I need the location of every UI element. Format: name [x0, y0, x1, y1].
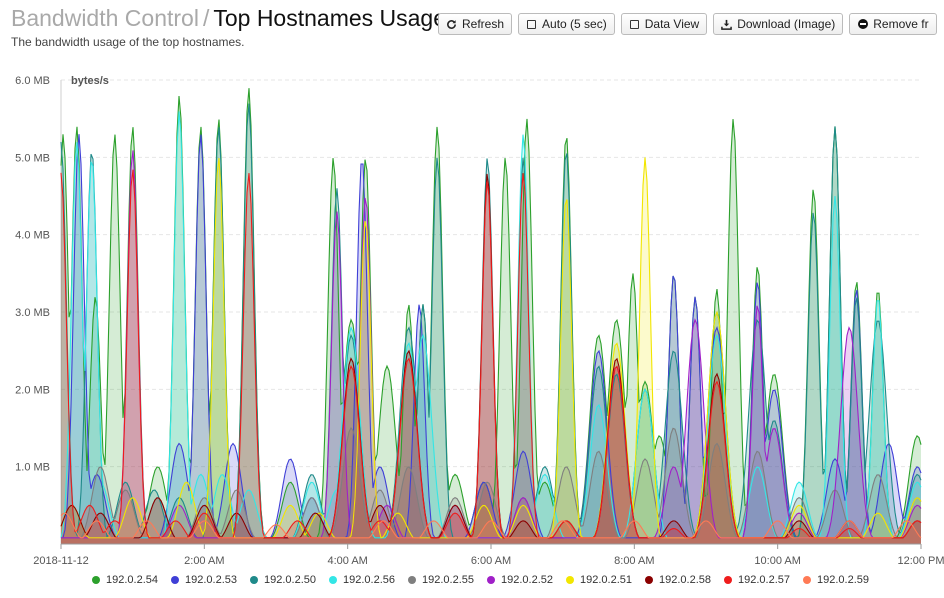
x-tick-label: 12:00 PM	[897, 555, 944, 567]
data-view-toggle[interactable]: Data View	[620, 13, 708, 35]
legend-swatch	[92, 576, 100, 584]
y-tick-label: 2.0 MB	[15, 384, 50, 396]
legend-label: 192.0.2.52	[501, 574, 553, 586]
series-area[interactable]	[61, 428, 921, 544]
download-label: Download (Image)	[737, 17, 836, 31]
legend-item[interactable]: 192.0.2.55	[408, 574, 474, 586]
legend-swatch	[487, 576, 495, 584]
data-view-label: Data View	[644, 17, 700, 31]
y-axis: 6.0 MB 5.0 MB 4.0 MB 3.0 MB 2.0 MB 1.0 MB	[15, 75, 62, 544]
y-tick-label: 5.0 MB	[15, 152, 50, 164]
legend-swatch	[250, 576, 258, 584]
refresh-button[interactable]: Refresh	[438, 13, 513, 35]
x-axis: 2018-11-12 2:00 AM 4:00 AM 6:00 AM 8:00 AM 10…	[33, 543, 944, 567]
auto-refresh-label: Auto (5 sec)	[542, 17, 607, 31]
series-area[interactable]	[61, 134, 921, 544]
legend-item[interactable]: 192.0.2.54	[92, 574, 158, 586]
y-tick-label: 6.0 MB	[15, 75, 50, 87]
legend-swatch	[329, 576, 337, 584]
x-tick-label: 8:00 AM	[614, 555, 654, 567]
series-line[interactable]	[60, 169, 922, 539]
y-axis-label: bytes/s	[71, 75, 109, 87]
page-title: Bandwidth Control / Top Hostnames Usage	[11, 4, 446, 32]
minus-circle-icon	[857, 19, 868, 30]
legend-label: 192.0.2.58	[659, 574, 711, 586]
series-area[interactable]	[61, 169, 921, 544]
series-area[interactable]	[61, 111, 921, 545]
legend-label: 192.0.2.54	[106, 574, 158, 586]
series-line[interactable]	[61, 427, 922, 539]
legend-item[interactable]: 192.0.2.59	[803, 574, 869, 586]
legend-label: 192.0.2.55	[422, 574, 474, 586]
legend-label: 192.0.2.50	[264, 574, 316, 586]
auto-refresh-toggle[interactable]: Auto (5 sec)	[518, 13, 615, 35]
series-line[interactable]	[61, 150, 922, 539]
legend-swatch	[171, 576, 179, 584]
page-subtitle: The bandwidth usage of the top hostnames…	[11, 35, 245, 49]
legend-swatch	[408, 576, 416, 584]
legend-item[interactable]: 192.0.2.53	[171, 574, 237, 586]
legend-item[interactable]: 192.0.2.51	[566, 574, 632, 586]
breadcrumb-current: Top Hostnames Usage	[213, 5, 447, 31]
checkbox-icon	[526, 19, 537, 30]
legend-swatch	[645, 576, 653, 584]
breadcrumb-separator: /	[202, 5, 210, 31]
chart-legend: 192.0.2.54 192.0.2.53 192.0.2.50 192.0.2.56…	[92, 574, 869, 586]
remove-label: Remove fr	[873, 17, 929, 31]
x-tick-label: 2018-11-12	[33, 555, 88, 567]
legend-swatch	[724, 576, 732, 584]
legend-label: 192.0.2.56	[343, 574, 395, 586]
y-tick-label: 3.0 MB	[15, 307, 50, 319]
series-area[interactable]	[61, 103, 921, 544]
header: Bandwidth Control / Top Hostnames Usage Th…	[11, 4, 446, 49]
refresh-label: Refresh	[462, 17, 505, 31]
x-tick-label: 2:00 AM	[184, 555, 224, 567]
download-image-button[interactable]: Download (Image)	[713, 13, 844, 35]
checkbox-icon	[629, 19, 640, 30]
chart-lines	[60, 88, 922, 539]
series-line[interactable]	[61, 134, 922, 539]
refresh-icon	[446, 19, 457, 30]
toolbar: Refresh Auto (5 sec) Data View Download …	[438, 13, 937, 35]
x-tick-label: 6:00 AM	[471, 555, 511, 567]
y-tick-label: 4.0 MB	[15, 230, 50, 242]
series-area[interactable]	[61, 173, 921, 544]
series-line[interactable]	[60, 512, 922, 539]
legend-label: 192.0.2.57	[738, 574, 790, 586]
legend-label: 192.0.2.59	[817, 574, 869, 586]
remove-button[interactable]: Remove fr	[849, 13, 937, 35]
legend-swatch	[566, 576, 574, 584]
legend-label: 192.0.2.51	[580, 574, 632, 586]
x-tick-label: 10:00 AM	[754, 555, 800, 567]
x-tick-label: 4:00 AM	[327, 555, 367, 567]
legend-item[interactable]: 192.0.2.58	[645, 574, 711, 586]
legend-item[interactable]: 192.0.2.57	[724, 574, 790, 586]
download-icon	[721, 19, 733, 30]
breadcrumb-parent[interactable]: Bandwidth Control	[11, 5, 199, 31]
y-tick-label: 1.0 MB	[15, 462, 50, 474]
legend-item[interactable]: 192.0.2.52	[487, 574, 553, 586]
legend-swatch	[803, 576, 811, 584]
legend-label: 192.0.2.53	[185, 574, 237, 586]
legend-item[interactable]: 192.0.2.50	[250, 574, 316, 586]
series-area[interactable]	[61, 513, 921, 544]
bandwidth-chart[interactable]: 6.0 MB 5.0 MB 4.0 MB 3.0 MB 2.0 MB 1.0 MB byt…	[0, 60, 944, 570]
legend-item[interactable]: 192.0.2.56	[329, 574, 395, 586]
